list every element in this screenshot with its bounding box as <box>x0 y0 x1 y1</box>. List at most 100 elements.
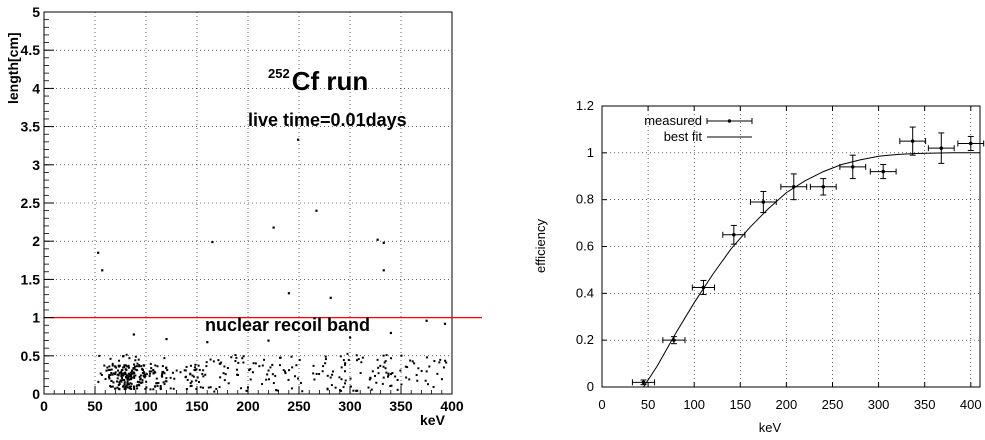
scatter-point <box>245 389 248 392</box>
scatter-point <box>252 362 255 365</box>
left-y-tick-label: 4 <box>32 80 40 96</box>
scatter-point <box>129 371 132 374</box>
scatter-point <box>332 370 335 373</box>
scatter-point <box>128 387 131 390</box>
scatter-point <box>137 383 140 386</box>
right-y-tick-label: 0.6 <box>576 239 594 254</box>
scatter-point <box>120 380 123 383</box>
scatter-point-outlier <box>132 333 135 336</box>
scatter-point <box>213 390 216 393</box>
scatter-point <box>121 378 124 381</box>
scatter-point <box>133 388 136 391</box>
scatter-point <box>190 380 193 383</box>
scatter-point <box>131 372 134 375</box>
scatter-point <box>134 359 137 362</box>
left-x-tick-label: 50 <box>87 398 103 414</box>
scatter-point <box>234 354 237 357</box>
scatter-point <box>399 369 402 372</box>
scatter-point <box>117 387 120 390</box>
right-x-tick-label: 300 <box>868 397 890 412</box>
scatter-point-outlier <box>376 238 379 241</box>
measured-point <box>869 164 897 180</box>
scatter-point <box>111 385 114 388</box>
measured-marker <box>850 165 855 169</box>
scatter-point <box>112 372 115 375</box>
scatter-point <box>315 372 318 375</box>
scatter-point <box>324 355 327 358</box>
left-y-tick-label: 3.5 <box>21 119 41 135</box>
scatter-point <box>265 378 268 381</box>
scatter-point <box>271 373 274 376</box>
scatter-point <box>249 368 252 371</box>
legend-measured-marker <box>706 118 753 124</box>
scatter-point <box>370 388 373 391</box>
scatter-point <box>138 375 141 378</box>
scatter-point <box>413 362 416 365</box>
scatter-point <box>271 363 274 366</box>
scatter-point <box>116 386 119 389</box>
scatter-point <box>404 365 407 368</box>
scatter-point <box>128 357 131 360</box>
scatter-point <box>384 367 387 370</box>
scatter-point <box>123 372 126 375</box>
scatter-point <box>343 382 346 385</box>
scatter-point <box>114 373 117 376</box>
measured-point <box>662 336 686 345</box>
scatter-point <box>201 372 204 375</box>
scatter-point <box>235 356 238 359</box>
scatter-point <box>219 376 222 379</box>
scatter-point <box>108 377 111 380</box>
scatter-point <box>287 378 290 381</box>
scatter-point <box>192 375 195 378</box>
scatter-point <box>415 374 418 377</box>
scatter-point <box>288 369 291 372</box>
scatter-point <box>111 373 114 376</box>
scatter-point <box>126 374 129 377</box>
scatter-point <box>291 366 294 369</box>
right-y-tick-label: 1 <box>587 145 594 160</box>
scatter-point <box>126 386 129 389</box>
scatter-point <box>171 371 174 374</box>
live-time-annotation: live time=0.01days <box>248 110 407 130</box>
scatter-point <box>116 377 119 380</box>
scatter-point <box>376 358 379 361</box>
left-x-tick-label: 400 <box>440 398 464 414</box>
scatter-point <box>330 384 333 387</box>
left-x-tick-label: 0 <box>40 398 48 414</box>
scatter-point <box>425 370 428 373</box>
scatter-point <box>242 355 245 358</box>
scatter-point <box>122 374 125 377</box>
scatter-point <box>122 355 125 358</box>
scatter-point <box>400 383 403 386</box>
scatter-point <box>194 363 197 366</box>
scatter-point <box>263 358 266 361</box>
scatter-point <box>194 369 197 372</box>
scatter-point <box>205 365 208 368</box>
scatter-point <box>367 386 370 389</box>
left-y-tick-label: 0.5 <box>21 348 41 364</box>
scatter-point <box>267 369 270 372</box>
scatter-point <box>301 390 304 393</box>
scatter-point <box>152 368 155 371</box>
scatter-point <box>408 378 411 381</box>
left-x-tick-label: 200 <box>236 398 260 414</box>
scatter-point <box>123 364 126 367</box>
scatter-point <box>108 365 111 368</box>
scatter-point <box>279 356 282 359</box>
scatter-point <box>426 383 429 386</box>
scatter-point <box>284 372 287 375</box>
scatter-point <box>218 386 221 389</box>
scatter-point <box>349 385 352 388</box>
scatter-point <box>343 363 346 366</box>
scatter-point <box>390 357 393 360</box>
scatter-point <box>98 354 101 357</box>
scatter-point <box>360 361 363 364</box>
left-y-tick-label: 2 <box>32 233 40 249</box>
scatter-point <box>191 374 194 377</box>
scatter-point <box>155 377 158 380</box>
left-chart: 0 50 100 150 200 250 300 350 400 0 0.5 1 1.5 2 2.5 3 3.… <box>5 4 482 428</box>
measured-marker <box>968 141 973 146</box>
measured-marker <box>881 169 885 174</box>
scatter-point <box>204 373 207 376</box>
scatter-point <box>118 382 121 385</box>
